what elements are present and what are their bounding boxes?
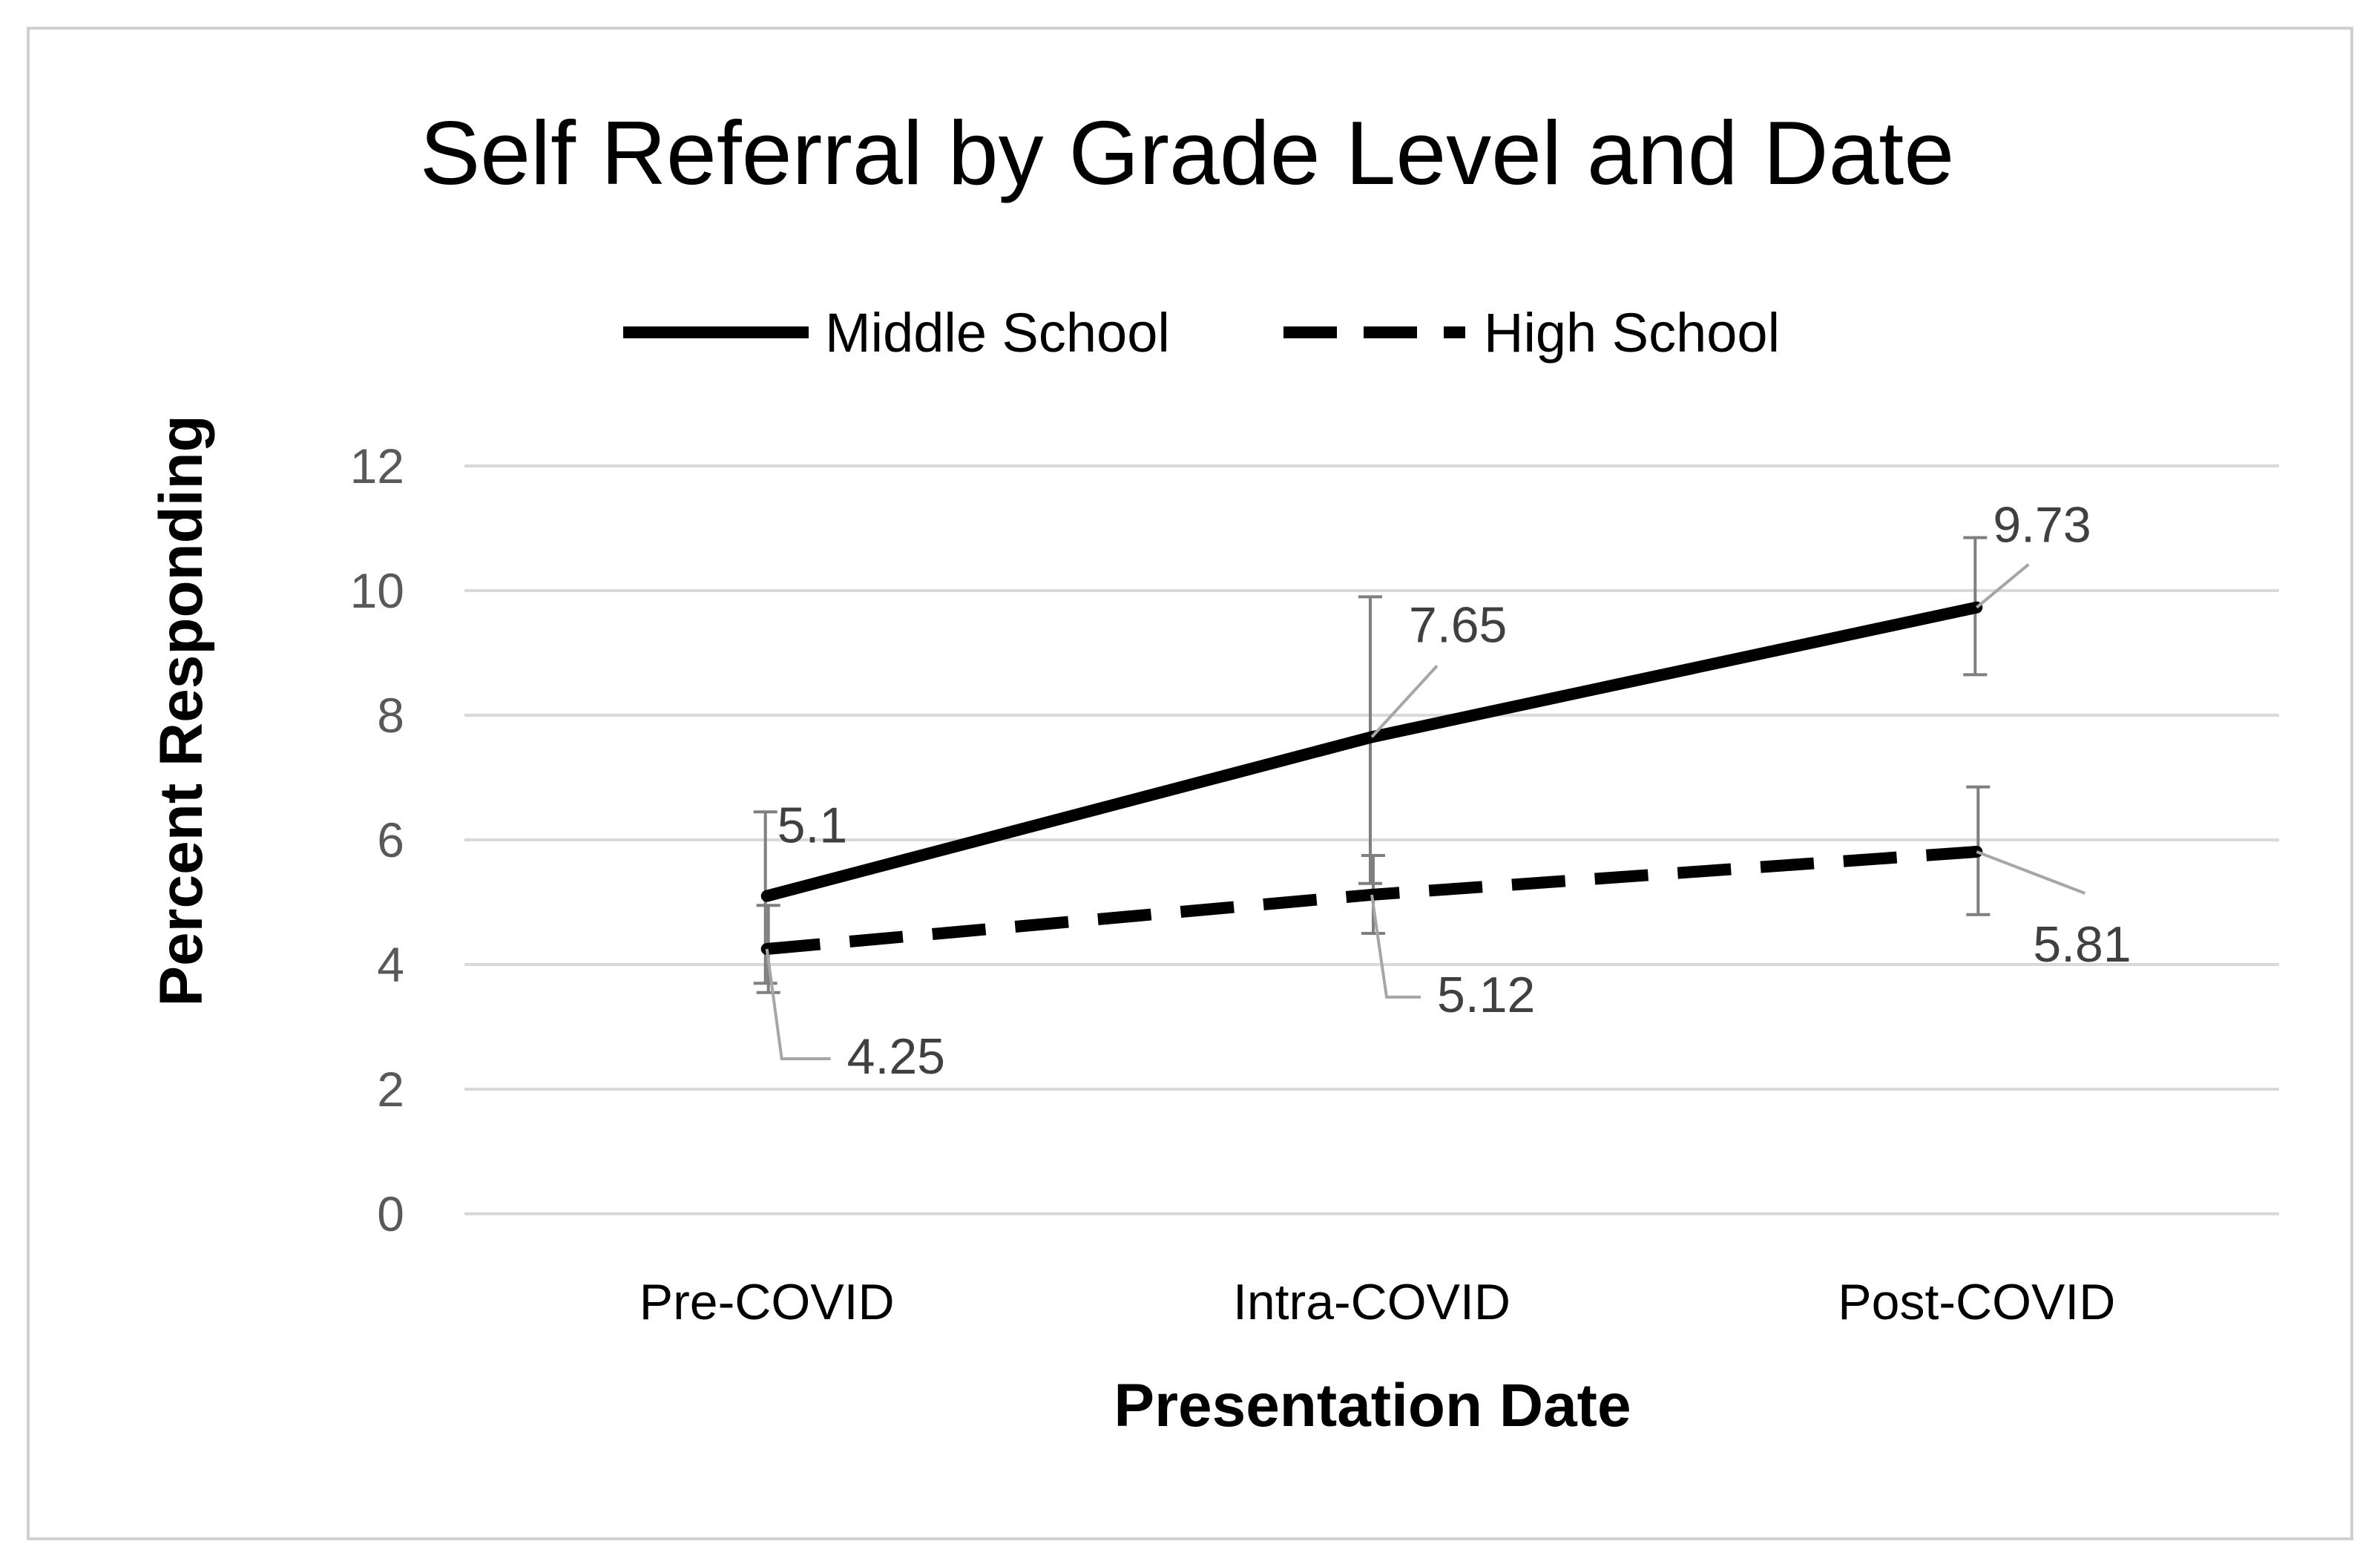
y-tick-label-12: 12: [350, 438, 404, 493]
x-tick-label-post-covid: Post-COVID: [1838, 1274, 2115, 1330]
y-tick-label-8: 8: [377, 688, 404, 743]
point-0-0: [760, 890, 773, 902]
y-axis-title: Percent Responding: [148, 415, 215, 1006]
data-label-0-1: 7.65: [1409, 597, 1507, 653]
y-tick-label-6: 6: [377, 812, 404, 867]
y-tick-label-4: 4: [377, 937, 404, 992]
leader-line-0-1: [1370, 665, 1439, 738]
data-labels: 5.1 7.65 9.73 4.25 5.12 5.81: [765, 497, 2131, 1085]
leader-line-1-0: [765, 948, 831, 1060]
leader-line-0-2: [1976, 563, 2030, 609]
y-tick-label-0: 0: [377, 1186, 404, 1241]
legend-label-high-school: High School: [1484, 302, 1780, 364]
x-tick-label-pre-covid: Pre-COVID: [640, 1274, 895, 1330]
data-label-1-2: 5.81: [2033, 916, 2131, 973]
data-label-0-2: 9.73: [1993, 497, 2091, 553]
x-tick-label-intra-covid: Intra-COVID: [1233, 1274, 1510, 1330]
data-label-1-0: 4.25: [847, 1028, 945, 1085]
chart-title: Self Referral by Grade Level and Date: [420, 102, 1954, 203]
y-tick-label-2: 2: [377, 1062, 404, 1117]
error-bars: [753, 536, 1991, 994]
leader-line-1-2: [1976, 850, 2086, 895]
data-label-0-0: 5.1: [778, 798, 848, 854]
legend: Middle School High School: [623, 302, 1780, 364]
x-axis-title: Presentation Date: [1114, 1372, 1631, 1439]
leader-line-1-1: [1370, 894, 1421, 999]
legend-label-middle-school: Middle School: [825, 302, 1170, 364]
data-label-1-1: 5.12: [1437, 967, 1535, 1023]
y-tick-label-10: 10: [350, 563, 404, 618]
y-axis-ticks: 0 2 4 6 8 10 12: [350, 438, 404, 1241]
x-axis-categories: Pre-COVID Intra-COVID Post-COVID: [640, 1274, 2116, 1330]
